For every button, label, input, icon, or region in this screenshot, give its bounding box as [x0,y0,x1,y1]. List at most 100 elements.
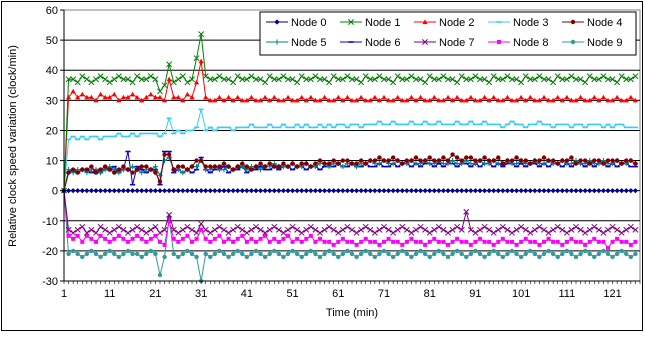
data-point [152,188,159,194]
legend-label: Node 7 [439,37,474,49]
data-point [372,158,378,163]
data-point [134,167,140,172]
data-point [528,239,533,244]
series-node-8 [62,188,638,250]
data-point [70,248,76,254]
data-point [281,236,286,241]
data-point [107,248,112,254]
data-point [249,251,254,257]
data-point [345,248,350,254]
data-point [550,79,557,86]
data-point [193,79,200,85]
data-point [317,188,323,194]
data-point [445,254,451,260]
data-point [185,248,190,254]
data-point [112,251,117,257]
data-point [103,236,108,241]
data-point [303,97,309,103]
data-point [248,188,255,194]
data-point [225,229,232,236]
data-point [212,251,218,257]
data-point [253,76,259,83]
data-point [253,223,259,230]
data-point [267,97,273,103]
data-point [491,94,497,100]
data-point [162,242,167,247]
data-point [436,239,441,244]
data-point [477,251,483,257]
data-point [335,188,341,194]
data-point [395,158,400,163]
data-point [564,248,570,254]
data-point [624,251,629,257]
data-point [573,188,579,194]
data-point [605,158,611,163]
data-point [477,97,483,103]
data-point [587,239,592,244]
data-point [161,157,168,164]
data-point [70,167,76,172]
data-point [171,251,176,257]
data-point [326,248,332,254]
data-point [189,164,195,169]
data-point [358,158,364,163]
data-point [180,236,185,241]
data-point [417,188,424,194]
data-point [203,236,208,241]
data-point [510,239,514,244]
data-point [102,188,108,194]
data-point [381,158,387,163]
data-point [546,158,551,163]
data-point [569,155,574,160]
data-point [491,158,496,163]
data-point [500,161,506,166]
data-point [591,188,597,194]
data-point [495,97,501,103]
data-point [308,164,314,169]
data-point [414,239,418,244]
data-point [591,223,598,230]
data-point [536,73,543,80]
data-point [121,236,126,241]
data-point [139,188,145,194]
data-point [239,97,245,103]
data-point [198,158,204,163]
data-point [486,79,493,86]
data-point [271,223,278,230]
data-point [148,91,154,97]
data-point [578,251,583,257]
x-tick-label: 31 [195,288,207,300]
data-point [417,76,424,83]
data-point [614,94,620,100]
data-point [335,94,341,100]
data-point [632,188,639,194]
data-point [189,188,195,194]
y-tick-label: 0 [52,186,58,198]
data-point [207,229,214,236]
data-point [574,239,578,244]
data-point [600,94,607,100]
data-point [203,164,208,169]
data-point [226,164,231,169]
data-point [587,97,593,103]
data-point [422,226,429,233]
data-point [280,229,287,236]
data-point [596,158,602,163]
legend-label: Node 2 [439,17,474,29]
data-point [344,73,351,80]
data-point [317,229,323,236]
data-point [88,226,95,233]
data-point [610,254,615,260]
data-point [382,239,386,244]
legend-label: Node 6 [365,37,400,49]
data-point [349,226,355,233]
data-point [596,97,602,103]
data-point [395,188,401,194]
data-point [427,160,433,167]
data-point [587,161,592,166]
data-point [345,239,350,244]
data-point [472,229,479,236]
data-point [431,94,437,100]
data-point [499,223,506,230]
data-point [267,188,273,194]
